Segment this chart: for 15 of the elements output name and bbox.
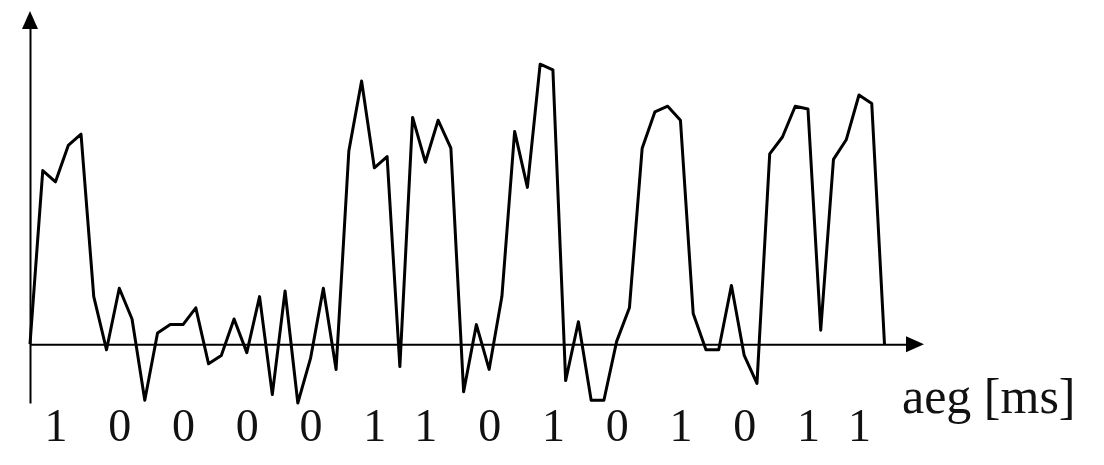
x-tick-label: 0 — [235, 399, 259, 451]
x-tick-label: 0 — [605, 399, 629, 451]
x-tick-label: 0 — [478, 399, 502, 451]
x-tick-label: 0 — [733, 399, 757, 451]
x-tick-label: 0 — [108, 399, 132, 451]
x-tick-label: 1 — [541, 399, 565, 451]
x-tick-label: 0 — [172, 399, 196, 451]
x-tick-label: 1 — [669, 399, 693, 451]
x-tick-label: 1 — [44, 399, 68, 451]
x-tick-label: 1 — [796, 399, 820, 451]
x-axis-title: aeg [ms] — [901, 367, 1076, 424]
x-tick-label: 1 — [363, 399, 387, 451]
x-tick-label: 0 — [299, 399, 323, 451]
x-tick-label: 1 — [414, 399, 438, 451]
x-tick-label: 1 — [847, 399, 871, 451]
